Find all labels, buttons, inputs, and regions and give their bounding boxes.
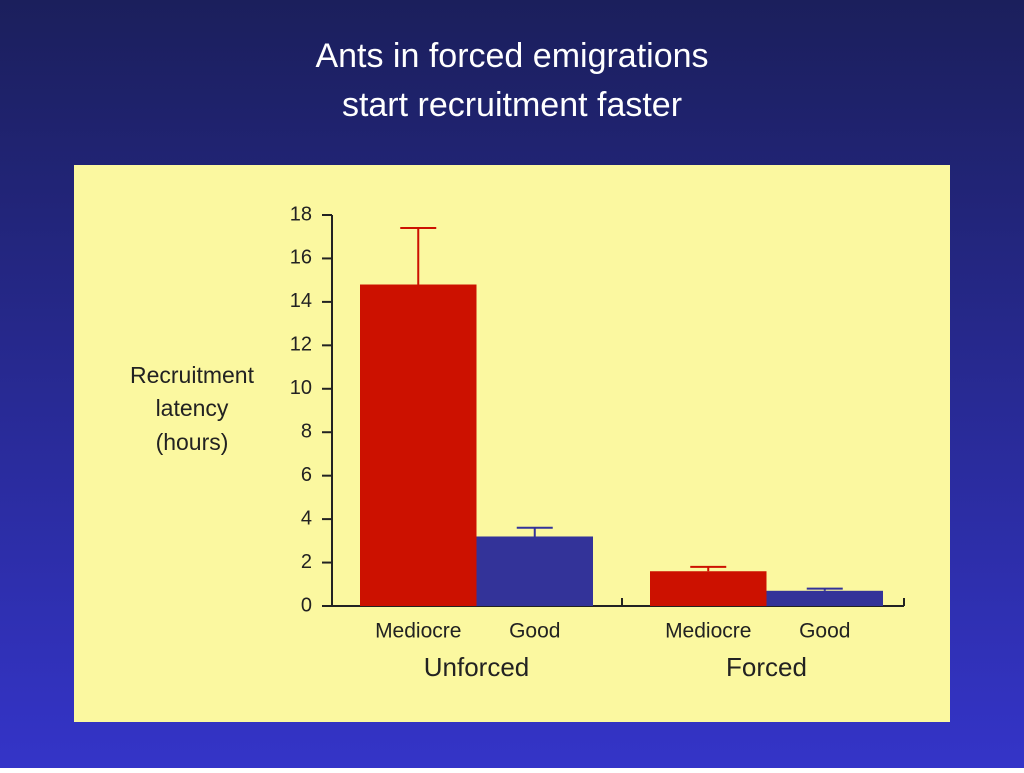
x-tick-label: Good	[799, 620, 850, 643]
bar	[476, 536, 593, 606]
y-tick-label: 8	[301, 421, 312, 443]
group-label: Forced	[726, 652, 807, 682]
y-axis-label: latency	[156, 395, 229, 421]
y-tick-label: 18	[290, 203, 312, 225]
y-tick-label: 0	[301, 594, 312, 616]
y-tick-label: 12	[290, 334, 312, 356]
bar	[766, 590, 883, 606]
y-tick-label: 10	[290, 377, 312, 399]
y-tick-label: 14	[290, 290, 312, 312]
chart-panel	[74, 165, 950, 722]
x-tick-label: Good	[509, 620, 560, 643]
y-axis-label: Recruitment	[130, 362, 255, 388]
title-line: start recruitment faster	[342, 86, 682, 124]
x-tick-label: Mediocre	[375, 620, 461, 643]
y-axis-label: (hours)	[156, 429, 229, 455]
title-line: Ants in forced emigrations	[315, 37, 708, 75]
y-tick-label: 6	[301, 464, 312, 486]
y-tick-label: 2	[301, 551, 312, 573]
bar	[650, 571, 767, 606]
bar	[360, 284, 477, 606]
y-tick-label: 16	[290, 247, 312, 269]
y-tick-label: 4	[301, 507, 312, 529]
group-label: Unforced	[424, 652, 530, 682]
x-tick-label: Mediocre	[665, 620, 751, 643]
